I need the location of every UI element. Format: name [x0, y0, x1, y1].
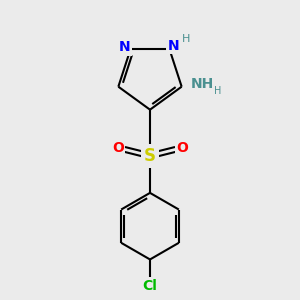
Text: O: O: [112, 141, 124, 155]
Text: NH: NH: [190, 77, 214, 91]
Text: N: N: [168, 39, 179, 52]
Text: O: O: [176, 141, 188, 155]
Text: N: N: [119, 40, 130, 54]
Text: Cl: Cl: [142, 279, 158, 293]
Text: H: H: [182, 34, 190, 44]
Text: H: H: [214, 86, 221, 96]
Text: S: S: [144, 147, 156, 165]
